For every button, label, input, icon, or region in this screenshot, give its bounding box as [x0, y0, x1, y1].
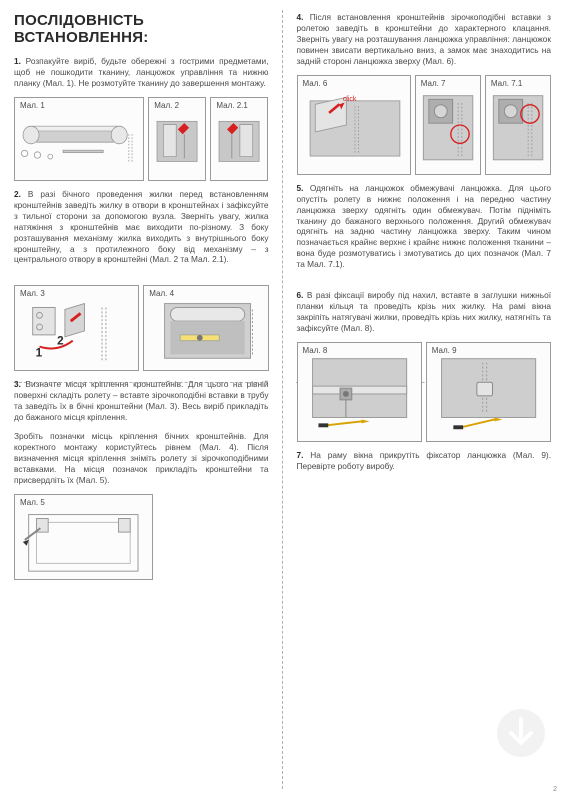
- svg-text:1: 1: [36, 347, 43, 360]
- step-1-text: 1. Розпакуйте виріб, будьте обережні з г…: [14, 56, 269, 89]
- figure-7-svg: [416, 76, 480, 174]
- figure-1-svg: [15, 98, 143, 180]
- page-title: ПОСЛІДОВНІСТЬ ВСТАНОВЛЕННЯ:: [14, 12, 269, 46]
- figure-4-svg: [144, 286, 267, 370]
- figure-4: Мал. 4: [143, 285, 268, 371]
- figure-9-svg: [427, 343, 550, 441]
- figure-caption: Мал. 5: [20, 498, 45, 507]
- step-3-text: 3. Визначте місця кріплення кронштейнів.…: [14, 379, 269, 423]
- figure-7: Мал. 7: [415, 75, 481, 175]
- step-2-text: 2. В разі бічного проведення жилки перед…: [14, 189, 269, 266]
- figure-2-svg: [149, 98, 205, 180]
- figure-21-svg: [211, 98, 267, 180]
- step-6-text: 6. В разі фіксації виробу під нахил, вст…: [297, 290, 552, 334]
- figure-2: Мал. 2: [148, 97, 206, 181]
- figure-caption: Мал. 4: [149, 289, 174, 298]
- figure-caption: Мал. 8: [303, 346, 328, 355]
- step-5-text: 5. Одягніть на ланцюжок обмежувачі ланцю…: [297, 183, 552, 271]
- step-3-text-2: Зробіть позначки місць кріплення бічних …: [14, 431, 269, 486]
- figure-caption: Мал. 3: [20, 289, 45, 298]
- left-column: ПОСЛІДОВНІСТЬ ВСТАНОВЛЕННЯ: 1. Розпакуйт…: [0, 0, 283, 799]
- figure-2-1: Мал. 2.1: [210, 97, 268, 181]
- figure-5: Мал. 5: [14, 494, 153, 580]
- figure-6-svg: click: [298, 76, 410, 174]
- figure-caption: Мал. 2.1: [216, 101, 247, 110]
- figure-5-svg: [15, 495, 152, 579]
- figure-caption: Мал. 2: [154, 101, 179, 110]
- figure-caption: Мал. 1: [20, 101, 45, 110]
- figure-1: Мал. 1: [14, 97, 144, 181]
- figure-caption: Мал. 9: [432, 346, 457, 355]
- figure-6: Мал. 6 click: [297, 75, 411, 175]
- step-7-text: 7. На раму вікна прикрутіть фіксатор лан…: [297, 450, 552, 472]
- step-4-text: 4. Після встановлення кронштейнів зірочк…: [297, 12, 552, 67]
- watermark-icon: [495, 707, 547, 759]
- figure-caption: Мал. 7: [421, 79, 446, 88]
- figure-caption: Мал. 6: [303, 79, 328, 88]
- click-label: click: [342, 96, 356, 103]
- figure-7-1: Мал. 7.1: [485, 75, 551, 175]
- right-column: 4. Після встановлення кронштейнів зірочк…: [283, 0, 565, 799]
- figure-3-svg: 2 1: [15, 286, 138, 370]
- page-number: 2: [553, 786, 557, 793]
- figure-9: Мал. 9: [426, 342, 551, 442]
- figure-71-svg: [486, 76, 550, 174]
- figure-8: Мал. 8: [297, 342, 422, 442]
- figure-caption: Мал. 7.1: [491, 79, 522, 88]
- figure-3: Мал. 3 2 1: [14, 285, 139, 371]
- figure-8-svg: [298, 343, 421, 441]
